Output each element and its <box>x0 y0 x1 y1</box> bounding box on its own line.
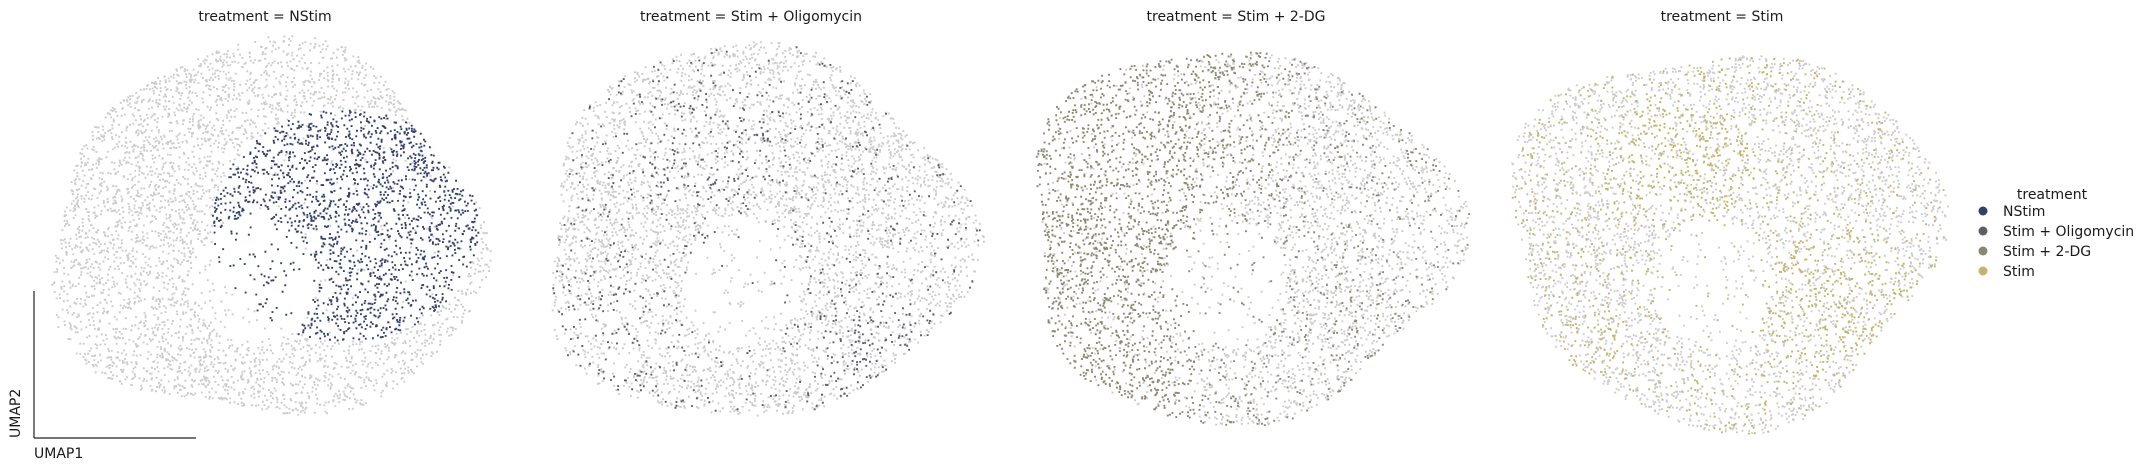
highlighted-cells <box>212 109 480 342</box>
background-cells <box>51 35 492 416</box>
background-cells <box>1511 55 1949 435</box>
legend-marker <box>1978 246 1988 256</box>
legend-marker <box>1978 266 1988 276</box>
y-axis-label: UMAP2 <box>8 389 24 438</box>
panel-3: treatment = Stim + 2-DG <box>1035 9 1471 427</box>
legend-label: Stim + Oligomycin <box>2003 224 2134 240</box>
background-points <box>1037 54 1469 426</box>
axis-indicator: UMAP1 UMAP2 <box>8 291 196 462</box>
panel-title: treatment = Stim + 2-DG <box>1147 9 1326 25</box>
highlighted-cells <box>1035 51 1471 427</box>
legend: treatment NStim Stim + Oligomycin Stim + 2… <box>1978 187 2134 280</box>
x-axis-label: UMAP1 <box>34 446 83 462</box>
legend-marker <box>1978 226 1988 236</box>
highlight-points <box>1035 51 1471 427</box>
panel-1: treatment = NStim <box>51 9 492 416</box>
background-points <box>1511 55 1949 435</box>
legend-label: Stim + 2-DG <box>2003 244 2091 260</box>
panel-title: treatment = Stim + Oligomycin <box>640 9 862 25</box>
panel-2: treatment = Stim + Oligomycin <box>551 9 985 417</box>
highlight-points <box>212 109 480 342</box>
background-cells <box>1037 54 1469 426</box>
panel-title: treatment = NStim <box>198 9 331 25</box>
background-points <box>551 41 985 417</box>
legend-label: NStim <box>2003 204 2045 220</box>
legend-label: Stim <box>2003 264 2035 280</box>
panel-title: treatment = Stim <box>1661 9 1784 25</box>
panel-4: treatment = Stim <box>1511 9 1949 435</box>
background-points <box>51 35 492 416</box>
background-cells <box>551 41 985 417</box>
legend-marker <box>1978 206 1988 216</box>
highlight-points <box>552 46 981 412</box>
legend-title: treatment <box>2017 187 2088 203</box>
highlighted-cells <box>1511 57 1945 435</box>
panels: treatment = NStim treatment = Stim + Olig… <box>51 9 1949 435</box>
highlight-points <box>1511 57 1945 435</box>
legend-entries: NStim Stim + Oligomycin Stim + 2-DG Stim <box>1978 204 2134 280</box>
highlighted-cells <box>552 46 981 412</box>
